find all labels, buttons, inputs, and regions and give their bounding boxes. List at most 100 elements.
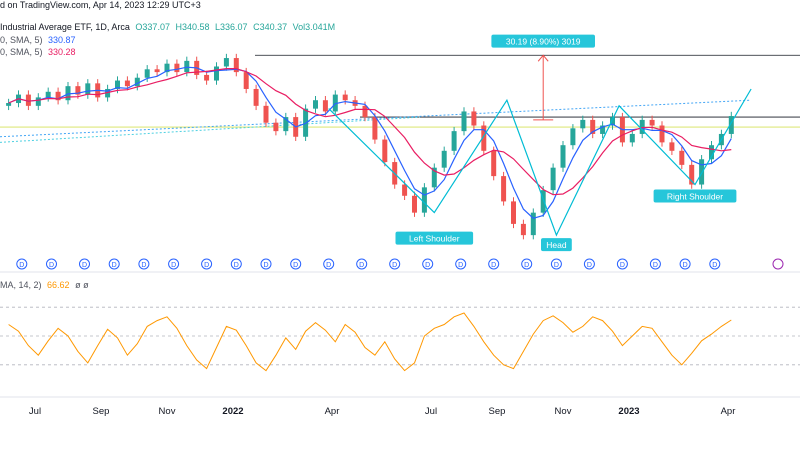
candle (590, 119, 596, 134)
dividend-marker (488, 258, 500, 270)
dividend-marker-label: D (112, 262, 117, 269)
candle (273, 122, 279, 132)
dividend-marker-label: D (293, 262, 298, 269)
candle (124, 80, 130, 87)
sma-slow-line (8, 68, 732, 196)
dividend-marker-label: D (326, 262, 331, 269)
candle (412, 195, 417, 213)
candle (560, 145, 566, 168)
dividend-marker (649, 258, 661, 270)
head-shoulders-pattern (328, 88, 752, 237)
measure-label-bg (491, 34, 595, 48)
dividend-marker (168, 258, 180, 270)
candles-group (6, 53, 734, 240)
left-shoulder-label-bg (395, 231, 474, 245)
dividend-marker-label: D (620, 262, 625, 269)
candle (471, 111, 477, 126)
candle (253, 88, 259, 106)
dividend-marker (550, 258, 562, 270)
sma1-label: 0, SMA, 5) (0, 35, 43, 45)
dividend-marker (323, 258, 335, 270)
dividend-marker (521, 258, 533, 270)
x-tick-label: Sep (93, 406, 110, 417)
dividend-marker-label: D (49, 262, 54, 269)
candle (520, 223, 526, 236)
dividend-marker-label: D (359, 262, 364, 269)
candle (85, 83, 91, 95)
candle (174, 63, 180, 73)
dividend-marker-label: D (204, 262, 209, 269)
measure-label-group: 30.19 (8.90%) 3019 (491, 34, 595, 48)
candle (550, 167, 556, 191)
x-tick-label: Apr (721, 406, 736, 417)
candle (184, 60, 190, 73)
candle (243, 72, 249, 89)
candle (164, 63, 170, 73)
candle (223, 58, 229, 67)
oscillator-line (8, 312, 732, 372)
candle (481, 125, 487, 151)
candle (570, 128, 576, 146)
candle (530, 212, 536, 236)
candle (105, 88, 111, 98)
candle (233, 58, 239, 73)
publish-text: d on TradingView.com, Apr 14, 2023 12:29… (0, 0, 201, 10)
candle (65, 86, 71, 101)
candle (629, 133, 635, 143)
candle (362, 105, 368, 118)
candle (600, 125, 606, 134)
candle (144, 69, 150, 78)
candle (204, 74, 210, 81)
dividend-marker-label: D (263, 262, 268, 269)
candle (75, 86, 81, 95)
candle (154, 69, 160, 73)
osc-value: 66.62 (47, 280, 70, 290)
dividend-marker (709, 258, 721, 270)
candle (441, 150, 447, 168)
osc-extra: ø ø (75, 280, 89, 290)
head-label: Head (546, 240, 567, 250)
candle (709, 145, 714, 160)
dividend-marker (260, 258, 272, 270)
x-tick-label: Nov (555, 406, 572, 417)
candle (689, 164, 695, 185)
head-label-group: Head (541, 238, 572, 252)
candle (699, 159, 705, 185)
x-tick-label: Apr (325, 406, 340, 417)
measure-label: 30.19 (8.90%) 3019 (506, 37, 581, 47)
dividend-marker-label: D (82, 262, 87, 269)
dividend-marker-label: D (425, 262, 430, 269)
trendline-dotted (0, 99, 751, 138)
candle (639, 119, 645, 134)
publish-line: d on TradingView.com, Apr 14, 2023 12:29… (0, 0, 204, 10)
candle (511, 201, 516, 224)
ohlc-open: O337.07 (135, 22, 170, 32)
candle (649, 119, 655, 126)
candle (214, 66, 219, 81)
dividend-marker (356, 258, 368, 270)
left-shoulder-label-group: Left Shoulder (395, 231, 474, 245)
candle (580, 119, 586, 129)
candle (659, 125, 665, 143)
candle (115, 80, 120, 89)
candle (25, 94, 31, 106)
candle (313, 100, 318, 109)
ohlc-low: L336.07 (215, 22, 248, 32)
sma2-value: 330.28 (48, 47, 76, 57)
split-marker-icon (772, 258, 784, 270)
dividend-marker-label: D (712, 262, 717, 269)
right-shoulder-label-bg (653, 189, 737, 203)
dividend-marker-label: D (234, 262, 239, 269)
candle (55, 91, 61, 101)
ohlc-high: H340.58 (175, 22, 210, 32)
candle (342, 94, 348, 101)
dividend-marker-label: D (524, 262, 529, 269)
dividend-marker-label: D (653, 262, 658, 269)
dividend-marker-label: D (392, 262, 397, 269)
dividend-marker-label: D (587, 262, 592, 269)
dividend-marker (230, 258, 242, 270)
candle (461, 111, 467, 132)
